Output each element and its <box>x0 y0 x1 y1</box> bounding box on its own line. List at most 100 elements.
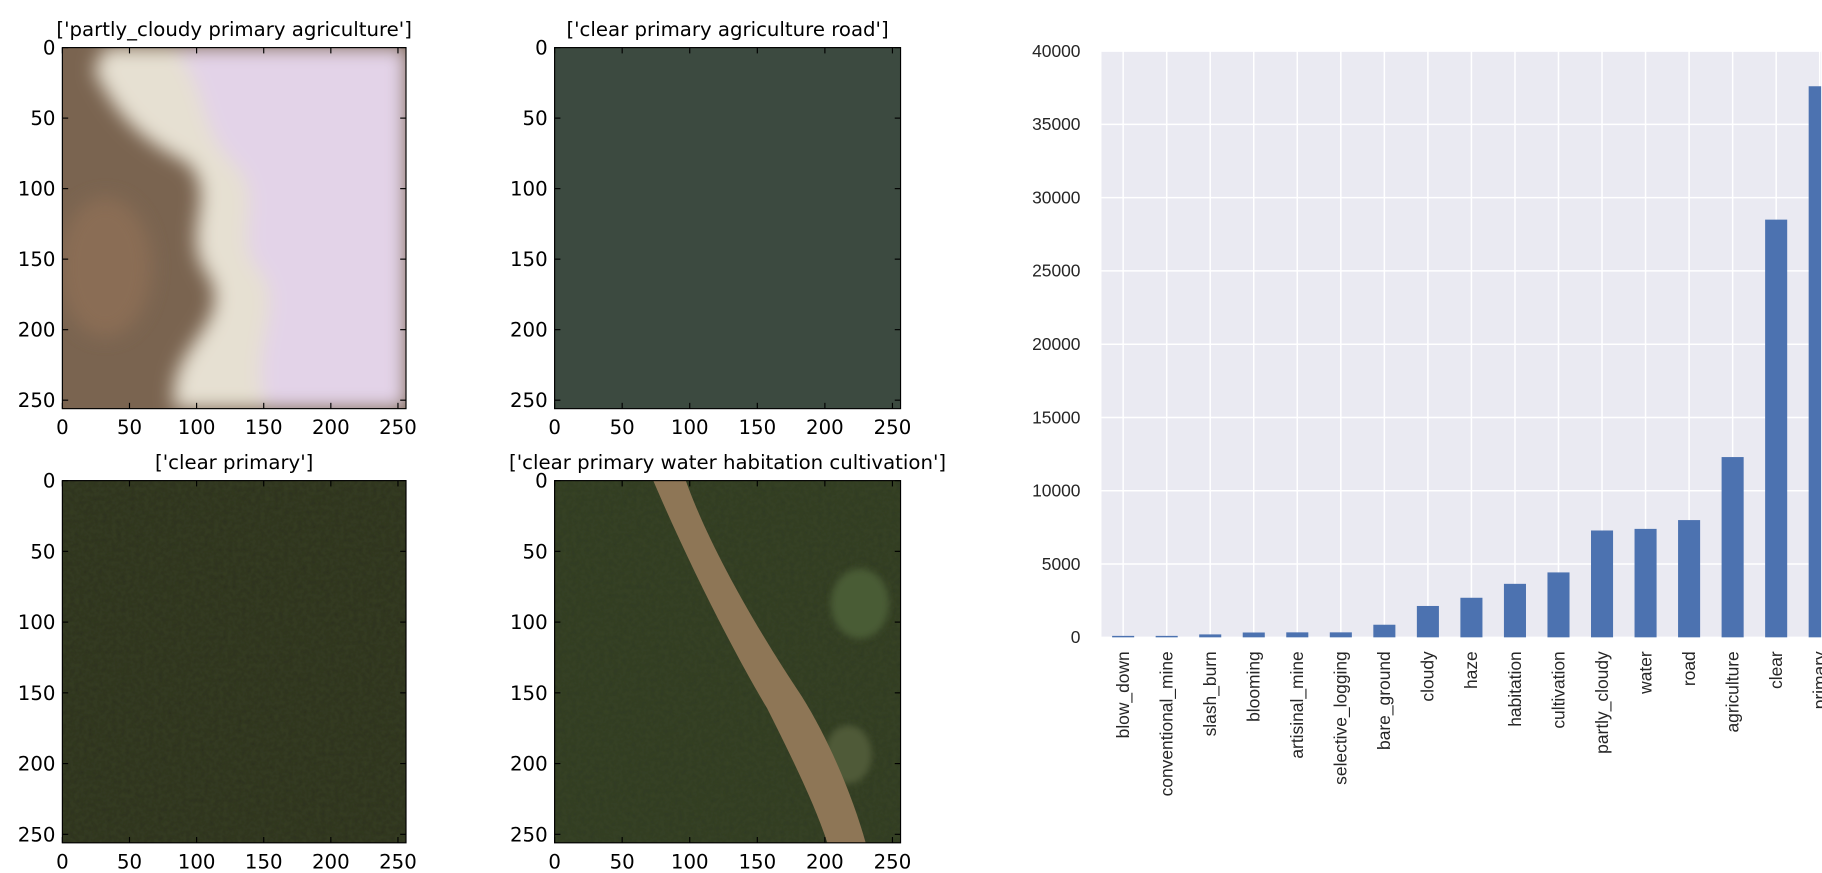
x-tick-label: 150 <box>245 416 283 439</box>
x-tick-label: 150 <box>245 850 283 873</box>
bar <box>1504 584 1526 637</box>
image-pixels <box>555 48 901 409</box>
y-tick-label: 0 <box>1071 627 1081 647</box>
y-tick-label: 50 <box>30 540 55 563</box>
subplot-title: ['clear primary water habitation cultiva… <box>509 451 946 474</box>
y-tick-label: 0 <box>535 470 548 493</box>
bar <box>1765 220 1787 638</box>
x-tick-label: selective_logging <box>1331 651 1351 785</box>
y-tick-label: 20000 <box>1032 334 1080 354</box>
x-tick-label: blow_down <box>1113 651 1133 738</box>
x-tick-label: road <box>1679 651 1699 686</box>
x-tick-label: 0 <box>548 416 561 439</box>
x-tick-label: 50 <box>117 416 142 439</box>
x-tick-label: water <box>1635 651 1655 695</box>
y-tick-label: 100 <box>18 611 56 634</box>
y-tick-label: 35000 <box>1032 114 1080 134</box>
x-tick-label: 0 <box>548 850 561 873</box>
y-tick-label: 200 <box>18 319 56 342</box>
y-tick-label: 250 <box>18 389 56 412</box>
bar <box>1330 632 1352 637</box>
y-tick-label: 150 <box>510 248 548 271</box>
x-tick-label: 200 <box>806 416 844 439</box>
x-tick-label: bare_ground <box>1374 651 1394 750</box>
y-tick-label: 50 <box>523 107 548 130</box>
y-tick-label: 150 <box>18 682 56 705</box>
image-pixels <box>555 481 901 843</box>
subplot-title: ['clear primary'] <box>155 451 313 474</box>
bar <box>1112 636 1134 637</box>
y-tick-label: 5000 <box>1042 554 1081 574</box>
y-tick-label: 150 <box>510 682 548 705</box>
x-tick-label: 50 <box>610 850 635 873</box>
x-tick-label: agriculture <box>1722 651 1742 732</box>
x-tick-label: 250 <box>874 850 912 873</box>
y-tick-label: 250 <box>18 823 56 846</box>
y-tick-label: 0 <box>43 37 56 60</box>
y-tick-label: 100 <box>18 178 56 201</box>
y-tick-label: 250 <box>510 389 548 412</box>
y-tick-label: 100 <box>510 178 548 201</box>
figure: ['partly_cloudy primary agriculture']050… <box>0 0 1822 873</box>
image-pixels <box>59 48 406 409</box>
x-tick-label: clear <box>1766 651 1786 689</box>
y-tick-label: 50 <box>523 540 548 563</box>
x-tick-label: cultivation <box>1548 651 1568 728</box>
y-tick-label: 200 <box>510 753 548 776</box>
x-tick-label: 250 <box>379 850 417 873</box>
y-tick-label: 0 <box>43 470 56 493</box>
x-tick-label: 250 <box>874 416 912 439</box>
x-tick-label: partly_cloudy <box>1592 651 1612 754</box>
x-tick-label: 150 <box>738 416 776 439</box>
x-tick-label: 50 <box>117 850 142 873</box>
bar-plot <box>1101 51 1822 637</box>
y-tick-label: 0 <box>535 37 548 60</box>
bar <box>1243 632 1265 637</box>
bar <box>1417 606 1439 637</box>
bar <box>1286 632 1308 637</box>
x-tick-label: 0 <box>56 416 69 439</box>
bar <box>1373 625 1395 638</box>
x-tick-label: cloudy <box>1418 651 1438 702</box>
x-tick-label: 50 <box>610 416 635 439</box>
y-tick-label: 10000 <box>1032 481 1080 501</box>
bar <box>1635 529 1657 637</box>
x-tick-label: habitation <box>1505 651 1525 727</box>
bar <box>1722 457 1744 637</box>
x-tick-label: 200 <box>312 850 350 873</box>
y-tick-label: 30000 <box>1032 187 1080 207</box>
page: {"chart_data":[ {"type":"image","title":… <box>0 0 1822 873</box>
x-tick-label: artisinal_mine <box>1287 651 1307 758</box>
x-tick-label: 100 <box>178 416 216 439</box>
x-tick-label: 100 <box>671 850 709 873</box>
x-tick-label: 100 <box>671 416 709 439</box>
bar <box>1591 530 1613 637</box>
x-tick-label: 0 <box>56 850 69 873</box>
y-tick-label: 15000 <box>1032 407 1080 427</box>
y-tick-label: 200 <box>510 319 548 342</box>
y-tick-label: 40000 <box>1032 41 1080 61</box>
y-tick-label: 150 <box>18 248 56 271</box>
bar <box>1199 634 1221 637</box>
x-tick-label: slash_burn <box>1200 651 1220 736</box>
bar <box>1678 520 1700 637</box>
y-tick-label: 250 <box>510 823 548 846</box>
image-pixels <box>62 481 406 843</box>
x-tick-label: blooming <box>1244 651 1264 722</box>
subplot-title: ['partly_cloudy primary agriculture'] <box>56 18 412 41</box>
x-tick-label: 200 <box>806 850 844 873</box>
bar <box>1809 86 1822 637</box>
bar <box>1460 598 1482 638</box>
subplot-title: ['clear primary agriculture road'] <box>566 18 888 41</box>
x-tick-label: 150 <box>738 850 776 873</box>
x-tick-label: 100 <box>178 850 216 873</box>
x-tick-label: primary <box>1810 651 1822 709</box>
bar <box>1156 636 1178 637</box>
y-tick-label: 200 <box>18 753 56 776</box>
x-tick-label: 200 <box>312 416 350 439</box>
y-tick-label: 50 <box>30 107 55 130</box>
y-tick-label: 25000 <box>1032 261 1080 281</box>
x-tick-label: conventional_mine <box>1156 651 1176 796</box>
bar <box>1547 572 1569 637</box>
x-tick-label: 250 <box>379 416 417 439</box>
